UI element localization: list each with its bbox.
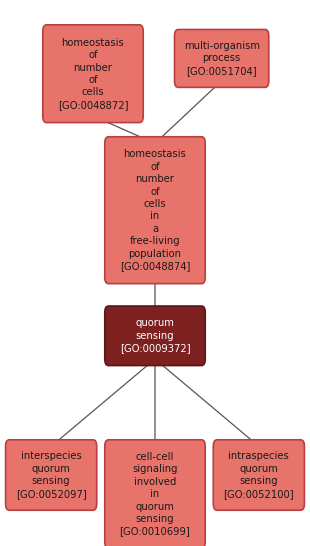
Text: homeostasis
of
number
of
cells
in
a
free-living
population
[GO:0048874]: homeostasis of number of cells in a free… <box>120 150 190 271</box>
FancyBboxPatch shape <box>105 136 205 284</box>
FancyBboxPatch shape <box>175 29 269 87</box>
Text: multi-organism
process
[GO:0051704]: multi-organism process [GO:0051704] <box>184 41 260 76</box>
FancyBboxPatch shape <box>105 306 205 366</box>
FancyBboxPatch shape <box>43 25 143 123</box>
Text: intraspecies
quorum
sensing
[GO:0052100]: intraspecies quorum sensing [GO:0052100] <box>224 452 294 498</box>
FancyBboxPatch shape <box>6 440 97 510</box>
Text: interspecies
quorum
sensing
[GO:0052097]: interspecies quorum sensing [GO:0052097] <box>16 452 86 498</box>
FancyBboxPatch shape <box>213 440 304 510</box>
Text: homeostasis
of
number
of
cells
[GO:0048872]: homeostasis of number of cells [GO:00488… <box>58 38 128 110</box>
FancyBboxPatch shape <box>105 440 205 546</box>
Text: quorum
sensing
[GO:0009372]: quorum sensing [GO:0009372] <box>120 318 190 353</box>
Text: cell-cell
signaling
involved
in
quorum
sensing
[GO:0010699]: cell-cell signaling involved in quorum s… <box>120 452 190 536</box>
